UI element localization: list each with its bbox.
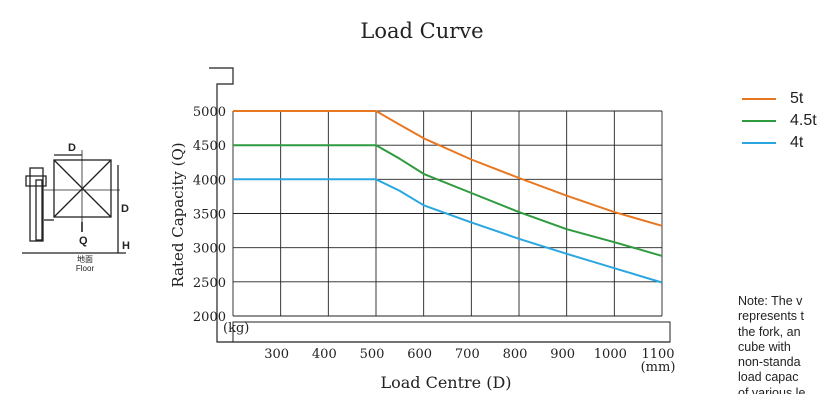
floor-cn-label: 地面 xyxy=(77,254,93,264)
mast-inner xyxy=(35,179,43,241)
x-tick-label: 600 xyxy=(407,347,432,362)
x-axis-label: Load Centre (D) xyxy=(380,373,511,392)
chart-title: Load Curve xyxy=(360,19,483,43)
note-line: the fork, an xyxy=(738,324,801,339)
x-tick-label: 900 xyxy=(550,347,575,362)
x-tick-label: 300 xyxy=(264,347,289,362)
y-tick-label: 3500 xyxy=(193,208,226,223)
plot-frame xyxy=(209,67,670,343)
note-line: of various le xyxy=(738,385,806,394)
note-text: Note: The v represents t the fork, an cu… xyxy=(738,294,835,394)
legend-swatch xyxy=(742,120,776,122)
x-tick-label: 800 xyxy=(503,347,528,362)
series-line-5t xyxy=(233,110,663,227)
dim-d-top-label: D xyxy=(68,142,76,154)
load-cube-diagonal-2 xyxy=(53,159,112,218)
note-line: non-standa xyxy=(738,355,801,370)
y-tick-label: 3000 xyxy=(193,242,226,257)
dim-d-side-label: D xyxy=(121,203,129,215)
legend-label: 5t xyxy=(790,90,804,107)
legend-swatch xyxy=(742,142,776,144)
x-unit-label: (mm) xyxy=(641,360,676,375)
note-line: Note: The v xyxy=(738,294,803,308)
y-tick-label: 4500 xyxy=(193,139,226,154)
dim-h-label: H xyxy=(122,240,130,252)
legend: 5t 4.5t 4t xyxy=(742,88,817,154)
y-tick-label: 2500 xyxy=(193,276,226,291)
y-tick-label: 4000 xyxy=(193,173,226,188)
legend-label: 4t xyxy=(790,134,804,151)
y-unit-label: (kg) xyxy=(223,321,249,336)
y-tick-labels: 2000 2500 3000 3500 4000 4500 5000 xyxy=(193,105,226,325)
load-cube xyxy=(53,159,112,218)
note-line: load capac xyxy=(738,370,799,385)
y-tick-label: 5000 xyxy=(193,105,226,120)
legend-item-4t: 4t xyxy=(742,132,817,154)
note-line: cube with xyxy=(738,339,791,354)
fork-carriage xyxy=(25,175,47,187)
series-lines xyxy=(233,110,663,284)
series-line-4-5t xyxy=(233,144,663,257)
y-tick-label: 2000 xyxy=(193,310,226,325)
x-tick-label: 1100 xyxy=(641,347,674,362)
x-tick-label: 700 xyxy=(455,347,480,362)
x-tick-labels: 300 400 500 600 700 800 900 1000 1100 xyxy=(264,347,674,362)
legend-swatch xyxy=(742,98,776,100)
dim-q-label: Q xyxy=(79,235,88,247)
legend-item-5t: 5t xyxy=(742,88,817,110)
series-line-4t xyxy=(233,178,663,284)
y-axis-label: Rated Capacity (Q) xyxy=(169,142,187,287)
plot-floor-base xyxy=(232,321,671,343)
forklift-load-diagram xyxy=(22,150,126,254)
note-line: represents t xyxy=(738,309,805,324)
x-tick-label: 400 xyxy=(312,347,337,362)
legend-item-4-5t: 4.5t xyxy=(742,110,817,132)
legend-label: 4.5t xyxy=(790,112,817,129)
x-tick-label: 1000 xyxy=(594,347,627,362)
x-tick-label: 500 xyxy=(360,347,385,362)
floor-en-label: Floor xyxy=(76,264,95,273)
mast-outer xyxy=(29,167,44,242)
